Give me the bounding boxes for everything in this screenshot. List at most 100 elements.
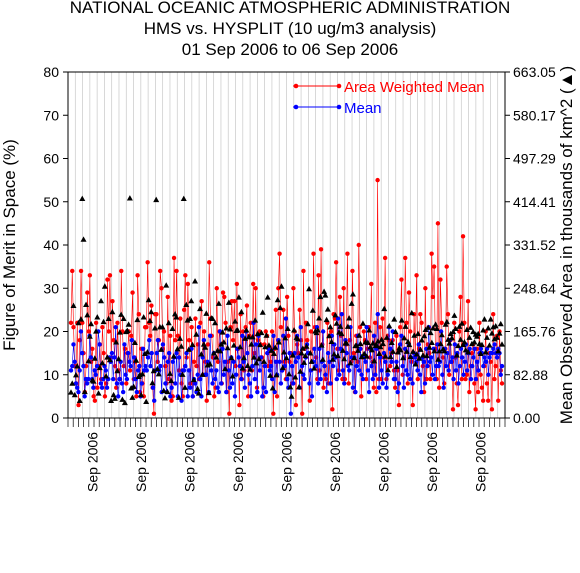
- mean-point: [498, 372, 503, 377]
- mean-point: [219, 381, 224, 386]
- observed-area-point: [323, 316, 330, 323]
- observed-area-point: [75, 319, 82, 326]
- mean-point: [419, 389, 424, 395]
- y-right-tick-label: 331.52: [513, 237, 556, 253]
- area-weighted-mean-point: [493, 363, 498, 369]
- observed-area-point: [159, 324, 166, 330]
- observed-area-point: [299, 345, 306, 351]
- area-weighted-mean-point: [189, 324, 194, 330]
- area-weighted-mean-point: [86, 329, 91, 334]
- mean-point: [127, 359, 132, 364]
- area-weighted-mean-point: [387, 363, 393, 369]
- observed-area-point: [144, 349, 151, 355]
- observed-area-point: [318, 342, 325, 348]
- mean-point: [150, 385, 156, 390]
- mean-point: [98, 381, 104, 386]
- area-weighted-mean-point: [119, 268, 124, 274]
- mean-point: [363, 359, 368, 364]
- observed-area-point: [407, 353, 414, 360]
- observed-area-point: [199, 371, 206, 377]
- observed-area-point: [433, 325, 440, 331]
- observed-area-point: [482, 349, 489, 355]
- area-weighted-mean-point: [364, 376, 369, 382]
- x-tick-label: Sep 2006: [376, 432, 392, 492]
- area-weighted-mean-point: [122, 346, 128, 351]
- area-weighted-mean-point: [71, 324, 76, 330]
- area-weighted-mean-point: [92, 398, 98, 403]
- area-weighted-mean-point: [175, 333, 181, 339]
- observed-area-point: [121, 399, 128, 406]
- mean-point: [154, 350, 159, 356]
- mean-point: [231, 359, 236, 364]
- mean-point: [245, 350, 250, 356]
- mean-point: [148, 363, 153, 369]
- observed-area-point: [187, 315, 194, 322]
- x-tick-label: Sep 2006: [473, 432, 489, 492]
- mean-point: [84, 381, 90, 386]
- mean-point: [453, 368, 459, 373]
- observed-area-point: [232, 318, 239, 324]
- mean-point: [163, 381, 168, 386]
- area-weighted-mean-point: [463, 376, 468, 382]
- observed-area-point: [471, 339, 478, 345]
- area-weighted-mean-point: [311, 251, 316, 256]
- area-weighted-mean-point: [450, 407, 456, 412]
- observed-area-point: [296, 384, 303, 390]
- observed-area-point: [284, 325, 291, 331]
- mean-point: [99, 385, 105, 390]
- area-weighted-mean-point: [445, 312, 451, 317]
- observed-area-point: [453, 352, 460, 358]
- mean-point: [317, 346, 322, 351]
- mean-point: [112, 355, 117, 360]
- observed-area-point: [180, 195, 187, 202]
- observed-area-point: [113, 339, 120, 345]
- observed-area-point: [421, 332, 428, 339]
- observed-area-point: [487, 316, 494, 322]
- mean-point: [134, 389, 140, 395]
- chart-title-line-3: 01 Sep 2006 to 06 Sep 2006: [182, 40, 398, 59]
- area-weighted-mean-point: [90, 346, 95, 351]
- observed-area-point: [98, 297, 105, 304]
- observed-area-point: [163, 282, 170, 288]
- observed-area-point: [268, 347, 275, 353]
- observed-area-point: [253, 360, 260, 366]
- observed-area-point: [486, 342, 493, 348]
- mean-point: [238, 376, 244, 382]
- mean-point: [491, 346, 496, 351]
- observed-area-point: [259, 309, 266, 315]
- mean-point: [169, 385, 174, 390]
- mean-point: [216, 389, 222, 395]
- mean-point: [430, 372, 435, 377]
- observed-area-point: [258, 329, 265, 336]
- area-weighted-mean-point: [438, 277, 443, 282]
- area-weighted-mean-point: [263, 329, 268, 334]
- observed-area-point: [393, 363, 400, 370]
- observed-area-point: [492, 322, 499, 329]
- area-weighted-mean-point: [91, 394, 96, 399]
- observed-area-point: [140, 314, 147, 320]
- observed-area-point: [387, 353, 394, 360]
- mean-point: [144, 368, 149, 373]
- observed-area-point: [357, 340, 364, 347]
- observed-area-point: [166, 370, 173, 376]
- area-weighted-mean-point: [472, 381, 477, 386]
- observed-area-point: [493, 334, 500, 340]
- left-y-axis: 0 10 20 30 40 50 60 70 80: [43, 64, 68, 426]
- observed-area-point: [260, 358, 267, 364]
- observed-area-point: [292, 374, 299, 380]
- mean-point: [119, 381, 125, 386]
- observed-area-point: [308, 358, 315, 364]
- area-weighted-mean-point: [145, 260, 150, 265]
- observed-area-point: [229, 373, 236, 379]
- observed-area-point: [134, 316, 141, 323]
- mean-point: [176, 355, 182, 360]
- observed-area-point: [304, 320, 311, 327]
- observed-area-point: [436, 348, 443, 354]
- observed-area-point: [287, 384, 294, 390]
- x-tick-label: Sep 2006: [230, 432, 246, 492]
- mean-point: [123, 372, 128, 377]
- mean-point: [132, 355, 137, 360]
- mean-point: [135, 368, 141, 373]
- mean-point: [204, 372, 209, 377]
- mean-point: [78, 329, 84, 334]
